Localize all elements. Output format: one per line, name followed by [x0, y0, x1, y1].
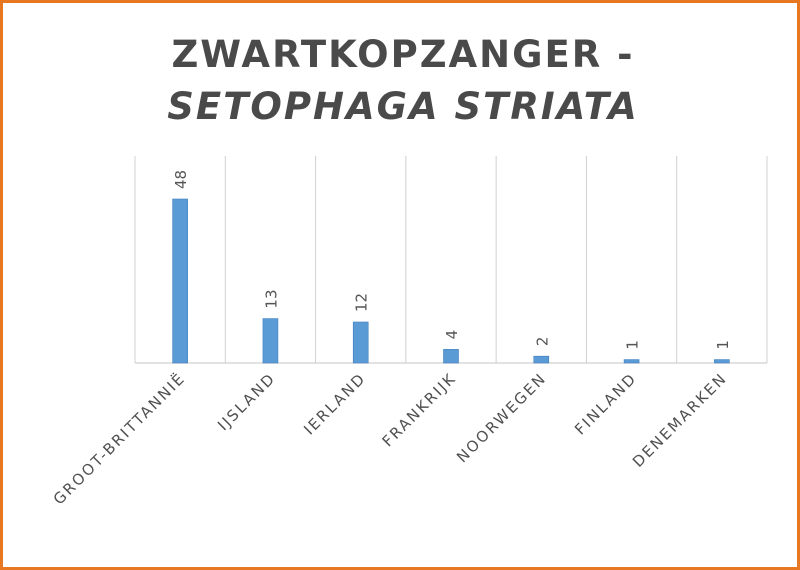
category-label-4: NOORWEGEN — [453, 369, 550, 466]
data-label-5: 1 — [624, 340, 642, 350]
bar-2 — [352, 321, 369, 364]
category-label-6: DENEMARKEN — [629, 369, 731, 471]
data-label-2: 12 — [353, 293, 371, 312]
bar-0 — [172, 198, 188, 364]
data-label-0: 48 — [172, 170, 190, 189]
bar-4 — [533, 355, 550, 364]
bar-3 — [443, 349, 459, 364]
chart-title: ZWARTKOPZANGER - SETOPHAGA STRIATA — [3, 29, 800, 133]
category-label-2: IERLAND — [300, 369, 369, 438]
data-label-1: 13 — [262, 289, 280, 308]
bar-1 — [262, 318, 279, 364]
chart-subtitle: SETOPHAGA STRIATA — [167, 85, 639, 128]
chart-title-main: ZWARTKOPZANGER - — [171, 33, 635, 76]
category-label-5: FINLAND — [571, 369, 640, 438]
category-label-1: IJSLAND — [214, 369, 279, 434]
bar-6 — [714, 359, 730, 364]
category-label-0: GROOT-BRITTANNIË — [49, 368, 189, 508]
data-label-6: 1 — [714, 340, 732, 350]
data-label-3: 4 — [443, 330, 461, 340]
bar-5 — [623, 359, 640, 364]
data-label-4: 2 — [533, 337, 551, 347]
category-label-3: FRANKRIJK — [379, 369, 460, 450]
